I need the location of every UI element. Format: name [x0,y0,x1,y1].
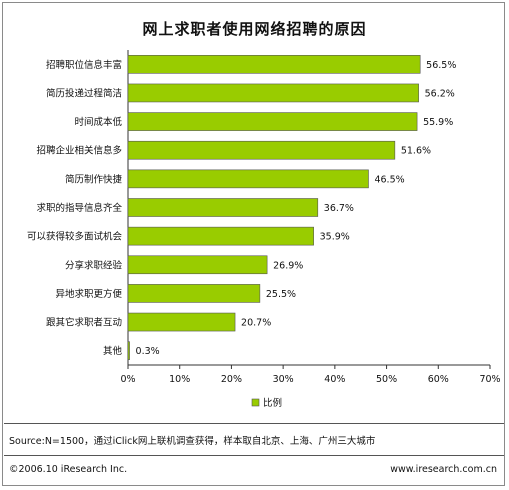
x-tick-label: 30% [273,374,294,385]
x-tick-label: 20% [221,374,242,385]
source-divider [4,423,504,424]
value-label: 46.5% [374,174,404,185]
legend-swatch [251,398,260,407]
category-label: 求职的指导信息齐全 [36,202,122,214]
bar [127,169,369,189]
copyright: ©2006.10 iResearch Inc. [9,464,128,475]
category-label: 跟其它求职者互动 [46,317,122,329]
value-label: 25.5% [266,289,296,300]
category-label: 招聘企业相关信息多 [36,145,122,157]
value-label: 51.6% [401,146,431,157]
category-label: 简历投递过程简洁 [46,87,122,99]
legend-label: 比例 [263,397,282,409]
value-label: 36.7% [324,203,354,214]
value-label: 55.9% [423,117,453,128]
category-label: 招聘职位信息丰富 [46,59,122,71]
value-label: 35.9% [320,232,350,243]
category-label: 可以获得较多面试机会 [27,231,123,243]
source-note: Source:N=1500，通过iClick网上联机调查获得，样本取自北京、上海… [9,436,376,447]
category-label: 其他 [103,345,123,357]
x-tick-label: 10% [169,374,190,385]
x-tick-label: 40% [324,374,345,385]
value-label: 0.3% [136,346,160,357]
category-label: 异地求职更方便 [55,288,122,300]
website-link: www.iresearch.com.cn [390,464,497,475]
x-tick-label: 0% [120,374,135,385]
bar [127,255,268,275]
bar [127,284,261,303]
x-tick-label: 50% [376,374,397,385]
x-tick-label: 70% [479,374,500,385]
value-label: 56.5% [426,60,456,71]
value-label: 26.9% [273,260,303,271]
bar [127,341,130,360]
bar [127,312,236,332]
value-label: 56.2% [425,88,455,99]
bar [127,198,319,217]
bar [127,55,421,74]
value-label: 20.7% [241,318,271,329]
bar [127,112,418,131]
bar [127,140,396,160]
category-label: 分享求职经验 [65,259,123,271]
category-label: 时间成本低 [74,116,122,128]
bar [127,226,314,246]
footer-divider [4,455,504,456]
category-label: 简历制作快捷 [65,173,123,185]
chart-title: 网上求职者使用网络招聘的原因 [142,20,367,38]
bar [127,83,419,103]
x-tick-label: 60% [428,374,449,385]
